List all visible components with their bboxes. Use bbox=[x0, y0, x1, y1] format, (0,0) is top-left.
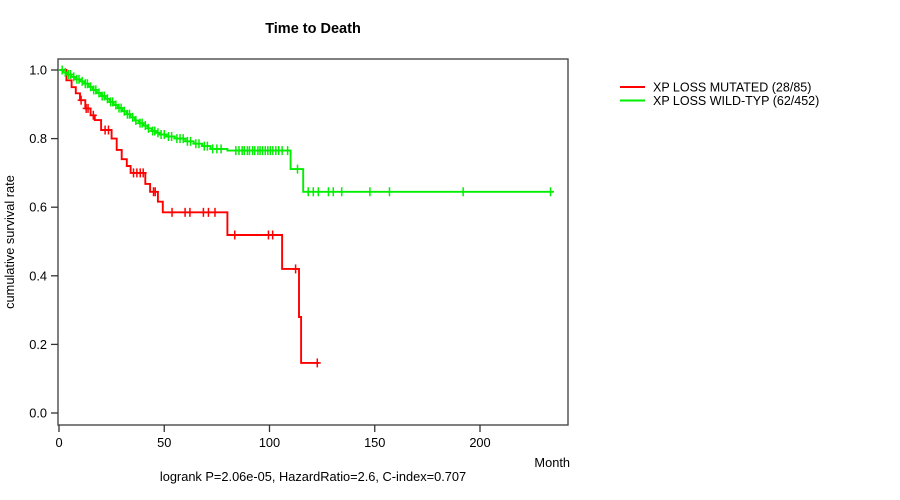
legend-label-mutated: XP LOSS MUTATED (28/85) bbox=[653, 81, 811, 95]
y-axis-ticks: 0.0 0.2 0.4 0.6 0.8 1.0 bbox=[29, 63, 58, 421]
y-tick-label: 0.2 bbox=[29, 337, 47, 352]
x-tick-label: 150 bbox=[364, 435, 385, 450]
legend-label-wildtype: XP LOSS WILD-TYP (62/452) bbox=[653, 94, 819, 108]
survival-curve bbox=[59, 69, 319, 364]
x-tick-label: 0 bbox=[55, 435, 62, 450]
x-axis-ticks: 0 50 100 150 200 bbox=[55, 425, 491, 450]
plot-frame bbox=[57, 58, 569, 426]
y-tick-label: 0.8 bbox=[29, 131, 47, 146]
plot-border bbox=[57, 58, 569, 426]
x-tick-label: 50 bbox=[157, 435, 171, 450]
y-tick-label: 1.0 bbox=[29, 63, 47, 78]
curves-group bbox=[58, 65, 555, 368]
stats-annotation: logrank P=2.06e-05, HazardRatio=2.6, C-i… bbox=[160, 469, 466, 484]
x-axis-label: Month bbox=[534, 455, 570, 470]
series-wildtype bbox=[58, 65, 555, 197]
x-tick-label: 100 bbox=[259, 435, 280, 450]
y-tick-label: 0.0 bbox=[29, 406, 47, 421]
series-mutated bbox=[59, 69, 321, 368]
y-tick-label: 0.6 bbox=[29, 200, 47, 215]
y-tick-label: 0.4 bbox=[29, 268, 47, 283]
x-tick-label: 200 bbox=[469, 435, 490, 450]
legend: XP LOSS MUTATED (28/85) XP LOSS WILD-TYP… bbox=[620, 81, 819, 108]
y-axis-label: cumulative survival rate bbox=[2, 175, 17, 309]
chart-title: Time to Death bbox=[265, 21, 361, 37]
